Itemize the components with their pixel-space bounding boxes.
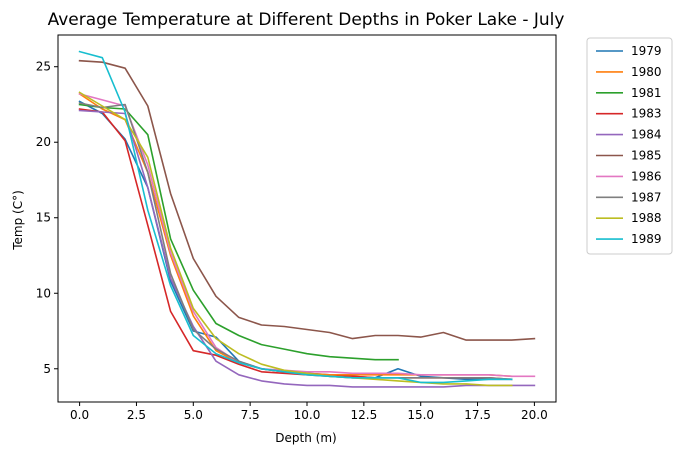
x-tick-label: 2.5 [127,408,146,422]
chart-title: Average Temperature at Different Depths … [48,10,565,30]
y-axis-label: Temp (C°) [11,190,25,251]
y-tick-label: 10 [36,286,51,300]
legend-label-1988: 1988 [631,211,662,225]
legend-label-1984: 1984 [631,128,662,142]
legend-label-1986: 1986 [631,169,662,183]
legend-label-1983: 1983 [631,107,662,121]
legend-label-1980: 1980 [631,65,662,79]
legend-label-1981: 1981 [631,86,662,100]
legend-label-1987: 1987 [631,190,662,204]
series-layer [78,50,536,388]
x-tick-label: 20.0 [521,408,548,422]
legend: 1979 1980 1981 1983 1984 1985 1986 1987 1988 1989 [586,37,673,255]
plot-area: 0.0 2.5 5.0 7.5 10.0 12.5 15.0 17.5 20.0 5 10 15 20… [36,34,557,422]
x-tick-label: 12.5 [350,408,377,422]
series-line-1986 [78,92,536,378]
y-tick-label: 20 [36,135,51,149]
x-axis-label: Depth (m) [275,431,336,445]
x-tick-label: 7.5 [241,408,260,422]
y-tick-label: 15 [36,211,51,225]
series-line-1983 [78,108,513,381]
plot-frame [57,34,557,403]
series-line-1988 [78,91,513,387]
series-line-1979 [78,100,513,381]
x-tick-label: 5.0 [184,408,203,422]
y-tick-label: 25 [36,60,51,74]
x-tick-label: 0.0 [70,408,89,422]
legend-items: 1979 1980 1981 1983 1984 1985 1986 1987 1988 1989 [596,44,662,246]
series-line-1984 [78,109,536,388]
legend-label-1985: 1985 [631,149,662,163]
x-axis-ticks: 0.0 2.5 5.0 7.5 10.0 12.5 15.0 17.5 20.0 [70,402,548,422]
series-line-1981 [78,103,399,361]
legend-label-1979: 1979 [631,44,662,58]
x-tick-label: 10.0 [294,408,321,422]
x-tick-label: 17.5 [464,408,491,422]
y-axis-ticks: 5 10 15 20 25 [36,60,58,376]
series-line-1985 [78,59,536,341]
legend-label-1989: 1989 [631,232,662,246]
y-tick-label: 5 [43,362,51,376]
series-line-1989 [78,50,513,384]
x-tick-label: 15.0 [407,408,434,422]
series-line-1987 [78,102,513,381]
